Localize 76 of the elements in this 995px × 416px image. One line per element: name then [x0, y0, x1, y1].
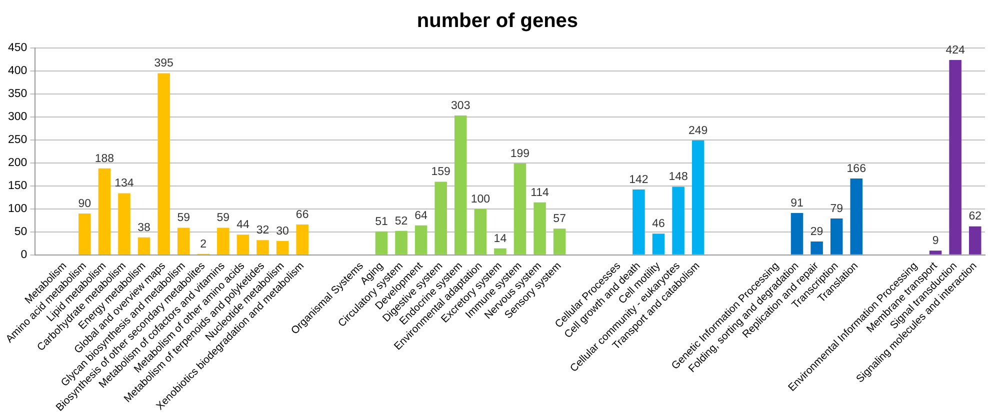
bar	[553, 228, 566, 254]
data-label: 52	[394, 215, 408, 228]
bar	[632, 190, 645, 254]
data-label: 32	[256, 224, 270, 237]
bar	[692, 140, 704, 254]
data-label: 166	[846, 162, 866, 175]
bar	[138, 237, 150, 254]
bar	[434, 182, 447, 254]
data-label: 159	[431, 166, 450, 178]
y-tick-label: 400	[8, 65, 28, 78]
y-tick-label: 300	[8, 111, 28, 124]
data-label: 395	[154, 58, 174, 70]
data-label: 148	[668, 171, 688, 184]
bar	[474, 208, 487, 254]
data-label: 9	[932, 235, 939, 248]
chart-title: number of genes	[416, 10, 580, 33]
bar	[78, 213, 91, 254]
data-label: 51	[375, 216, 388, 228]
data-label: 14	[494, 232, 508, 245]
bar	[276, 241, 289, 254]
data-label: 249	[688, 124, 708, 137]
bar	[830, 218, 843, 254]
data-label: 66	[296, 208, 309, 221]
data-label: 62	[968, 210, 982, 223]
bar	[375, 231, 388, 254]
bar	[177, 228, 190, 254]
bar	[236, 234, 250, 254]
data-label: 59	[216, 212, 230, 224]
bar	[296, 224, 308, 254]
y-tick-label: 350	[8, 88, 28, 100]
data-label: 79	[830, 202, 843, 215]
y-tick-label: 150	[8, 180, 28, 192]
data-label: 114	[530, 186, 550, 199]
data-label: 29	[810, 226, 824, 238]
data-label: 142	[629, 174, 648, 186]
bar	[118, 193, 130, 254]
bar	[790, 212, 804, 254]
bar	[494, 248, 506, 254]
y-tick-label: 200	[8, 157, 28, 170]
data-label: 64	[414, 210, 428, 222]
data-label: 188	[94, 152, 114, 165]
data-label: 90	[78, 198, 92, 210]
data-label: 303	[451, 100, 470, 112]
y-tick-label: 250	[8, 134, 28, 146]
data-label: 57	[553, 213, 566, 226]
bar	[672, 186, 684, 254]
bar	[454, 116, 467, 254]
y-tick-label: 450	[8, 42, 28, 54]
bar	[217, 228, 230, 254]
data-label: 199	[510, 148, 530, 160]
data-label: 30	[276, 225, 289, 238]
bar	[414, 225, 428, 254]
bar	[850, 178, 863, 254]
bar	[534, 202, 546, 254]
y-tick-label: 50	[14, 226, 28, 238]
data-label: 46	[652, 218, 665, 230]
bar	[395, 230, 408, 254]
bar	[929, 250, 942, 254]
bar	[652, 234, 665, 254]
data-label: 134	[114, 178, 134, 190]
data-label: 100	[470, 193, 490, 206]
bar	[810, 241, 823, 254]
y-tick-label: 100	[8, 203, 28, 216]
bar	[514, 163, 526, 254]
data-label: 91	[790, 197, 804, 210]
bar	[98, 168, 111, 254]
data-label: 424	[946, 44, 966, 56]
data-label: 38	[138, 222, 150, 234]
y-tick-label: 0	[20, 248, 28, 261]
data-label: 44	[236, 219, 250, 232]
bar	[968, 226, 982, 254]
bar	[256, 240, 269, 254]
data-label: 2	[200, 238, 207, 250]
data-label: 59	[177, 212, 190, 224]
bar	[158, 73, 170, 254]
bar	[949, 60, 962, 254]
